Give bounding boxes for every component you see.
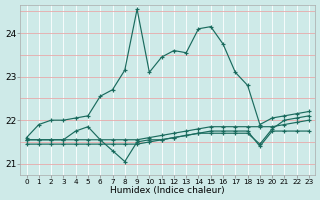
X-axis label: Humidex (Indice chaleur): Humidex (Indice chaleur) xyxy=(110,186,225,195)
